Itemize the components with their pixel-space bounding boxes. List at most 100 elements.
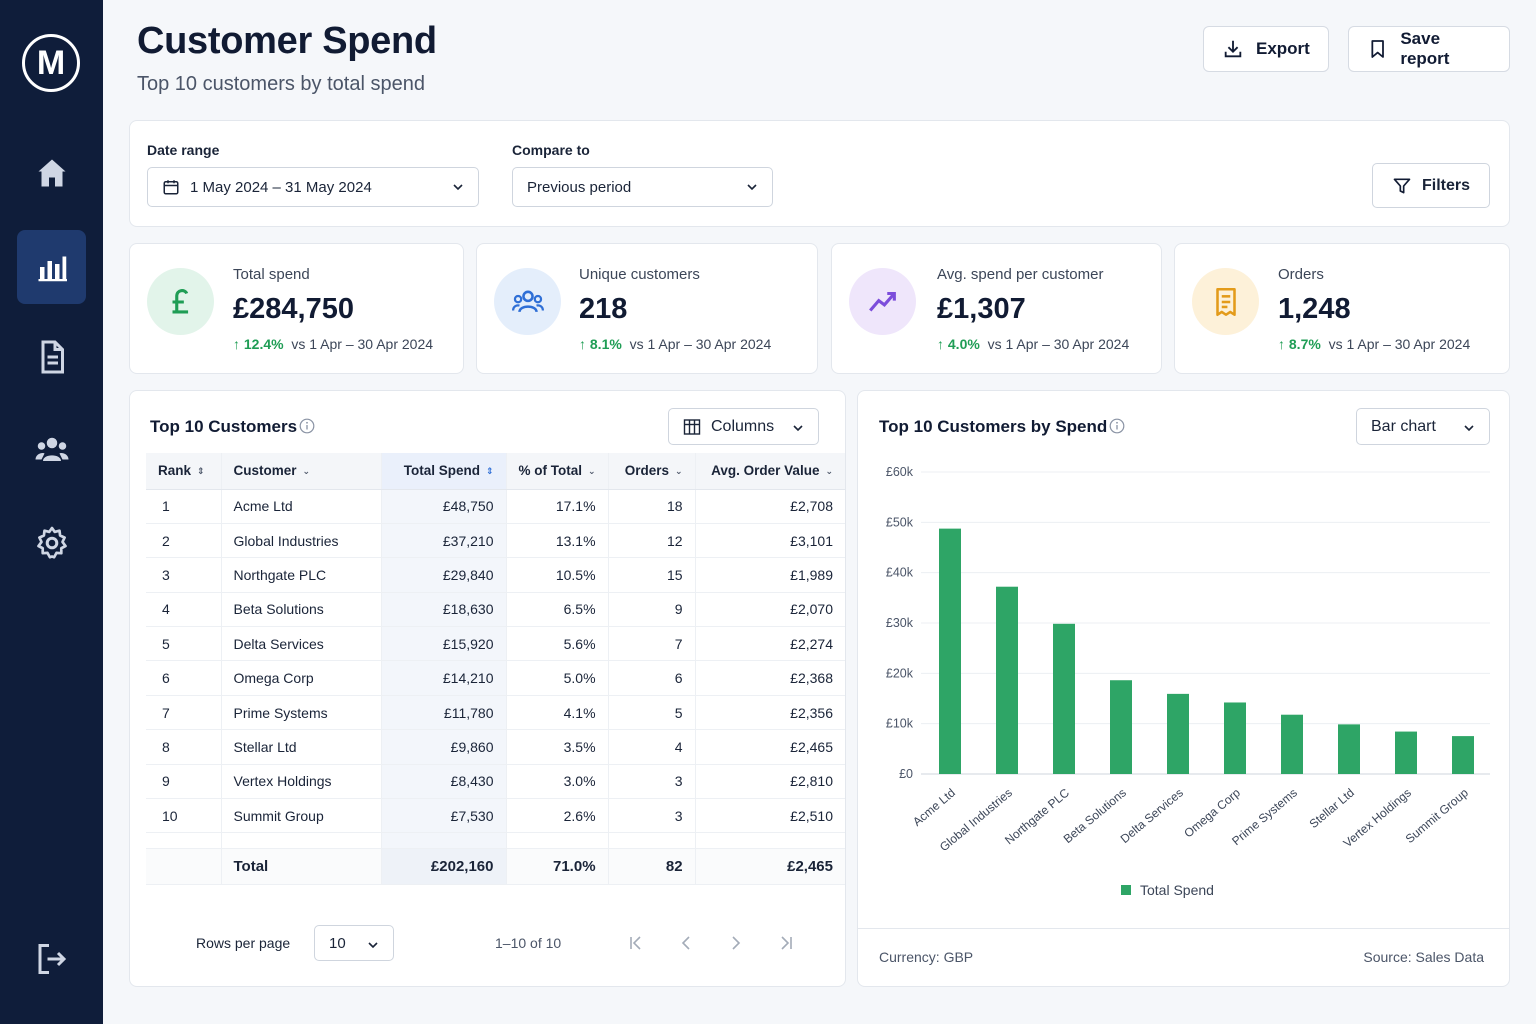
cell-avg-order: £2,708: [695, 489, 845, 524]
table-row[interactable]: 10 Summit Group £7,530 2.6% 3 £2,510: [146, 798, 845, 834]
compare-select[interactable]: Previous period: [512, 167, 773, 207]
save-report-button[interactable]: Save report: [1348, 26, 1510, 72]
cell-pct-total: 5.6%: [506, 626, 609, 662]
column-header-customer[interactable]: Customer ⌄: [221, 453, 382, 490]
sidebar-item-settings[interactable]: [17, 506, 86, 580]
bar[interactable]: [1452, 736, 1474, 774]
column-header-rank[interactable]: Rank ⇕: [146, 453, 222, 490]
table-row[interactable]: 7 Prime Systems £11,780 4.1% 5 £2,356: [146, 695, 845, 731]
chevron-down-icon: [453, 184, 463, 191]
cell-orders: 3: [608, 764, 696, 800]
table-row[interactable]: 6 Omega Corp £14,210 5.0% 6 £2,368: [146, 660, 845, 696]
cell-orders: 4: [608, 729, 696, 765]
bar[interactable]: [996, 586, 1018, 774]
spacer-cell: [221, 832, 382, 850]
cell-orders: 6: [608, 660, 696, 696]
cell-avg-order: £2,465: [695, 729, 845, 765]
y-tick-label: £30k: [886, 616, 914, 630]
next-page-icon[interactable]: [726, 933, 746, 953]
cell-total-spend: £18,630: [381, 592, 507, 628]
table-row[interactable]: 2 Global Industries £37,210 13.1% 12 £3,101: [146, 523, 845, 559]
table-spacer: [146, 832, 845, 850]
arrow-up-icon: ↑: [579, 336, 586, 352]
cell-avg-order: £1,989: [695, 557, 845, 593]
cell-avg-order: £2,368: [695, 660, 845, 696]
columns-label: Columns: [711, 417, 775, 435]
filters-label: Filters: [1421, 176, 1470, 194]
brand-logo[interactable]: M: [22, 34, 80, 92]
table-row[interactable]: 9 Vertex Holdings £8,430 3.0% 3 £2,810: [146, 764, 845, 800]
spacer-cell: [506, 832, 609, 850]
bar[interactable]: [1224, 702, 1246, 774]
cell-orders: 7: [608, 626, 696, 662]
column-header-pct-total[interactable]: % of Total ⌄: [506, 453, 609, 490]
cell-total-spend: £8,430: [381, 764, 507, 800]
info-icon[interactable]: [299, 418, 315, 434]
filters-button[interactable]: Filters: [1372, 163, 1490, 208]
kpi-label: Orders: [1278, 266, 1324, 283]
table-row[interactable]: 3 Northgate PLC £29,840 10.5% 15 £1,989: [146, 557, 845, 593]
date-range-value: 1 May 2024 – 31 May 2024: [190, 178, 372, 196]
spacer-cell: [146, 832, 222, 850]
spacer-cell: [695, 832, 845, 850]
kpi-label: Unique customers: [579, 266, 700, 283]
document-icon: [41, 340, 64, 374]
total-cell-rank: [146, 848, 222, 886]
table-total-row: Total £202,160 71.0% 82 £2,465: [146, 848, 845, 886]
cell-rank: 4: [146, 592, 222, 628]
cell-rank: 9: [146, 764, 222, 800]
bar[interactable]: [1338, 724, 1360, 774]
cell-customer: Delta Services: [221, 626, 382, 662]
table-row[interactable]: 8 Stellar Ltd £9,860 3.5% 4 £2,465: [146, 729, 845, 765]
kpi-delta: ↑ 12.4% vs 1 Apr – 30 Apr 2024: [233, 336, 433, 352]
cell-customer: Summit Group: [221, 798, 382, 834]
bar[interactable]: [1281, 714, 1303, 774]
sidebar-item-documents[interactable]: [17, 320, 86, 394]
cell-pct-total: 4.1%: [506, 695, 609, 731]
column-header-total-spend[interactable]: Total Spend ⇕: [381, 453, 507, 490]
total-cell-orders: 82: [608, 848, 696, 886]
y-tick-label: £60k: [886, 465, 914, 479]
kpi-card-total-spend: Total spend £284,750 ↑ 12.4% vs 1 Apr – …: [129, 243, 464, 374]
page-title: Customer Spend: [137, 20, 437, 62]
table-row[interactable]: 4 Beta Solutions £18,630 6.5% 9 £2,070: [146, 592, 845, 628]
sidebar-item-logout[interactable]: [17, 922, 86, 996]
cell-total-spend: £29,840: [381, 557, 507, 593]
first-page-icon[interactable]: [626, 933, 646, 953]
column-header-avg-order[interactable]: Avg. Order Value ⌄: [695, 453, 845, 490]
table-row[interactable]: 1 Acme Ltd £48,750 17.1% 18 £2,708: [146, 489, 845, 524]
sidebar-item-reports[interactable]: [17, 230, 86, 304]
bar[interactable]: [1167, 693, 1189, 774]
chevron-down-icon: ⌄: [825, 466, 833, 477]
export-button[interactable]: Export: [1203, 26, 1329, 72]
table-title: Top 10 Customers: [150, 417, 298, 436]
chart-type-select[interactable]: Bar chart: [1356, 408, 1490, 445]
bar[interactable]: [1053, 623, 1075, 774]
rows-per-page-select[interactable]: 10: [314, 925, 394, 961]
kpi-delta-value: 8.7%: [1288, 336, 1321, 352]
info-icon[interactable]: [1109, 418, 1125, 434]
last-page-icon[interactable]: [776, 933, 796, 953]
arrow-up-icon: ↑: [937, 336, 944, 352]
kpi-delta-value: 8.1%: [589, 336, 622, 352]
cell-orders: 9: [608, 592, 696, 628]
columns-button[interactable]: Columns: [668, 408, 819, 445]
table-row[interactable]: 5 Delta Services £15,920 5.6% 7 £2,274: [146, 626, 845, 662]
chevron-down-icon: [368, 942, 378, 949]
kpi-label: Total spend: [233, 266, 310, 283]
pagination-range: 1–10 of 10: [495, 935, 562, 951]
sidebar-item-customers[interactable]: [17, 412, 86, 486]
column-header-orders[interactable]: Orders ⌄: [608, 453, 696, 490]
bar[interactable]: [1110, 680, 1132, 774]
bar[interactable]: [939, 528, 961, 774]
kpi-delta-value: 12.4%: [243, 336, 284, 352]
bar[interactable]: [1395, 731, 1417, 774]
legend-label[interactable]: Total Spend: [1140, 882, 1214, 898]
save-report-label: Save report: [1400, 29, 1450, 68]
prev-page-icon[interactable]: [676, 933, 696, 953]
date-range-select[interactable]: 1 May 2024 – 31 May 2024: [147, 167, 479, 207]
sidebar-item-home[interactable]: [17, 136, 86, 210]
chart-title: Top 10 Customers by Spend: [879, 417, 1108, 436]
cell-total-spend: £15,920: [381, 626, 507, 662]
